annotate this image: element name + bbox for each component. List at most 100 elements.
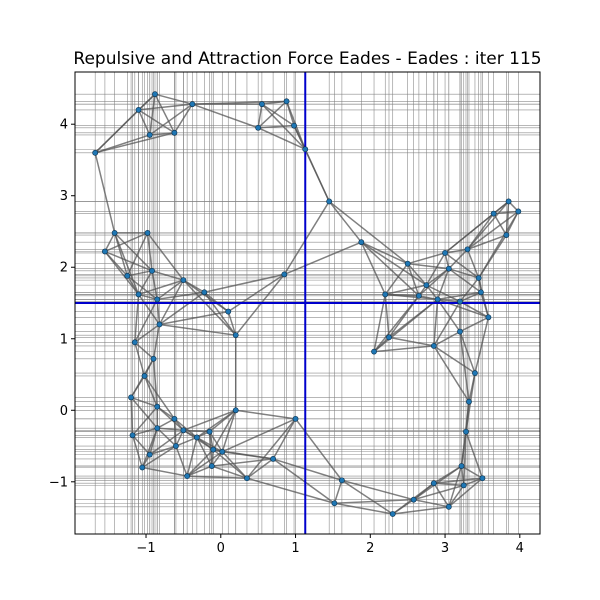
graph-edge (433, 482, 450, 508)
graph-edge (130, 396, 158, 408)
graph-edge (196, 436, 223, 453)
graph-edge (227, 273, 285, 313)
graph-node (232, 332, 239, 339)
graph-edge (284, 241, 362, 276)
graph-edge (334, 502, 393, 515)
graph-edge (104, 250, 153, 272)
graph-node (154, 425, 161, 432)
graph-node (171, 415, 178, 422)
graph-node (129, 432, 136, 439)
graph-edge (149, 94, 156, 136)
y-tick-label: −1 (49, 475, 68, 490)
graph-edge (235, 273, 285, 336)
graph-node (92, 149, 99, 156)
graph-node (135, 107, 142, 113)
graph-edge (459, 331, 476, 374)
graph-edge (131, 406, 158, 436)
graph-edge (384, 294, 390, 338)
graph-edge (407, 252, 446, 265)
graph-edge (459, 277, 480, 303)
graph-node (154, 403, 161, 410)
graph-node (457, 328, 463, 335)
graph-edge (149, 103, 193, 136)
y-tick-label: 0 (60, 404, 68, 419)
graph-edge (406, 263, 420, 297)
graph-node (128, 394, 134, 401)
y-axis-ticks: −1 0 1 2 3 4 (49, 118, 75, 490)
graph-edge (130, 375, 146, 398)
graph-edge (157, 427, 184, 432)
graph-node (281, 271, 288, 278)
graph-edge (436, 298, 461, 333)
graph-node (386, 334, 392, 341)
graph-nodes (92, 91, 522, 517)
graph-node (244, 475, 250, 482)
graph-edge (142, 466, 188, 477)
graph-edge (272, 418, 297, 460)
graph-edge (462, 431, 467, 486)
graph-node (139, 464, 146, 471)
graph-edge (334, 498, 414, 504)
graph-edge (413, 498, 449, 508)
graph-edge (257, 100, 288, 129)
graph-edge (459, 291, 482, 303)
graph-node (208, 463, 215, 469)
graph-node (210, 446, 217, 453)
graph-edge (388, 298, 439, 338)
graph-edge (173, 418, 198, 439)
graph-edge (131, 435, 144, 468)
graph-edge (246, 458, 274, 479)
graph-edge (146, 232, 184, 281)
graph-node (150, 355, 157, 362)
graph-edge (156, 427, 177, 447)
graph-node (152, 91, 158, 98)
graph-edge (134, 342, 146, 377)
graph-edge (392, 506, 449, 515)
graph-node (180, 427, 187, 434)
graph-edge (137, 109, 151, 136)
graph-edge (211, 465, 248, 479)
graph-edge (186, 437, 198, 477)
graph-node (124, 272, 131, 279)
x-tick-label: 3 (441, 541, 449, 556)
graph-node (111, 230, 118, 236)
graph-node (270, 456, 277, 462)
graph-node (442, 250, 448, 256)
graph-edge (159, 310, 229, 326)
graph-edge (146, 232, 153, 271)
graph-node (189, 101, 196, 108)
graph-edge (204, 273, 285, 294)
graph-edge (261, 103, 295, 127)
graph-edge (328, 200, 362, 243)
graph-edge (182, 279, 237, 336)
graph-edge (94, 152, 116, 234)
graph-edge (468, 372, 476, 402)
graph-edge (154, 93, 193, 105)
graph-node (291, 122, 297, 129)
graph-node (410, 496, 417, 503)
graph-edge (437, 291, 482, 301)
graph-node (180, 277, 187, 284)
graph-edge (246, 418, 297, 479)
graph-edge (467, 210, 519, 250)
graph-edge (192, 103, 259, 129)
graph-node (430, 480, 437, 487)
graph-node (466, 398, 472, 405)
graph-edge (143, 375, 176, 420)
graph-node (490, 210, 497, 217)
graph-edge (137, 293, 161, 325)
graph-node (232, 407, 239, 414)
graph-edge (141, 445, 177, 469)
graph-node (149, 267, 155, 274)
graph-edge (152, 358, 158, 407)
graph-node (445, 265, 452, 272)
graph-edge (182, 279, 229, 313)
graph-node (475, 275, 482, 281)
graph-edge (175, 436, 198, 447)
graph-edge (104, 232, 148, 253)
graph-edge (221, 410, 237, 452)
graph-edge (433, 465, 462, 484)
graph-edge (444, 248, 468, 254)
